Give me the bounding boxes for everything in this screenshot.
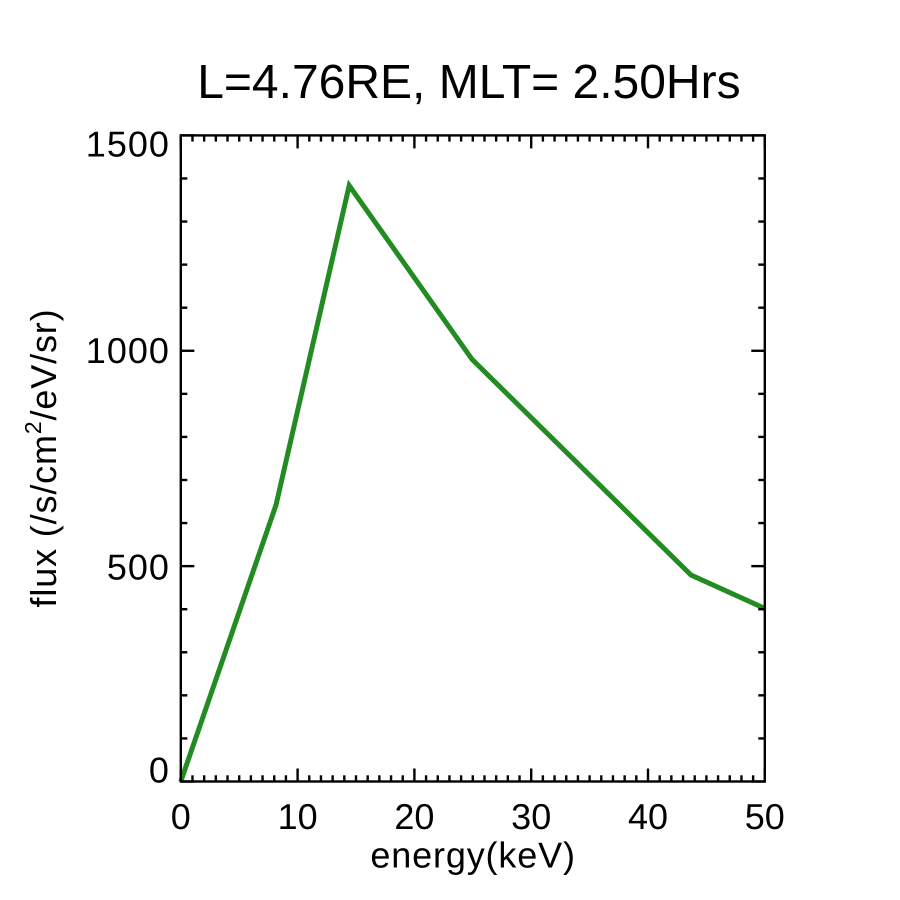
svg-text:40: 40 xyxy=(628,796,668,837)
svg-text:50: 50 xyxy=(745,796,785,837)
svg-text:500: 500 xyxy=(107,546,170,587)
svg-text:L=4.76RE, MLT= 2.50Hrs: L=4.76RE, MLT= 2.50Hrs xyxy=(197,56,740,109)
svg-text:1000: 1000 xyxy=(86,330,170,371)
svg-text:flux (/s/cm2/eV/sr): flux (/s/cm2/eV/sr) xyxy=(20,309,64,608)
svg-text:energy(keV): energy(keV) xyxy=(370,835,575,876)
svg-text:10: 10 xyxy=(278,796,318,837)
svg-text:1500: 1500 xyxy=(86,123,170,164)
svg-text:20: 20 xyxy=(394,796,434,837)
svg-text:0: 0 xyxy=(149,750,170,791)
svg-text:0: 0 xyxy=(171,796,191,837)
svg-text:30: 30 xyxy=(511,796,551,837)
